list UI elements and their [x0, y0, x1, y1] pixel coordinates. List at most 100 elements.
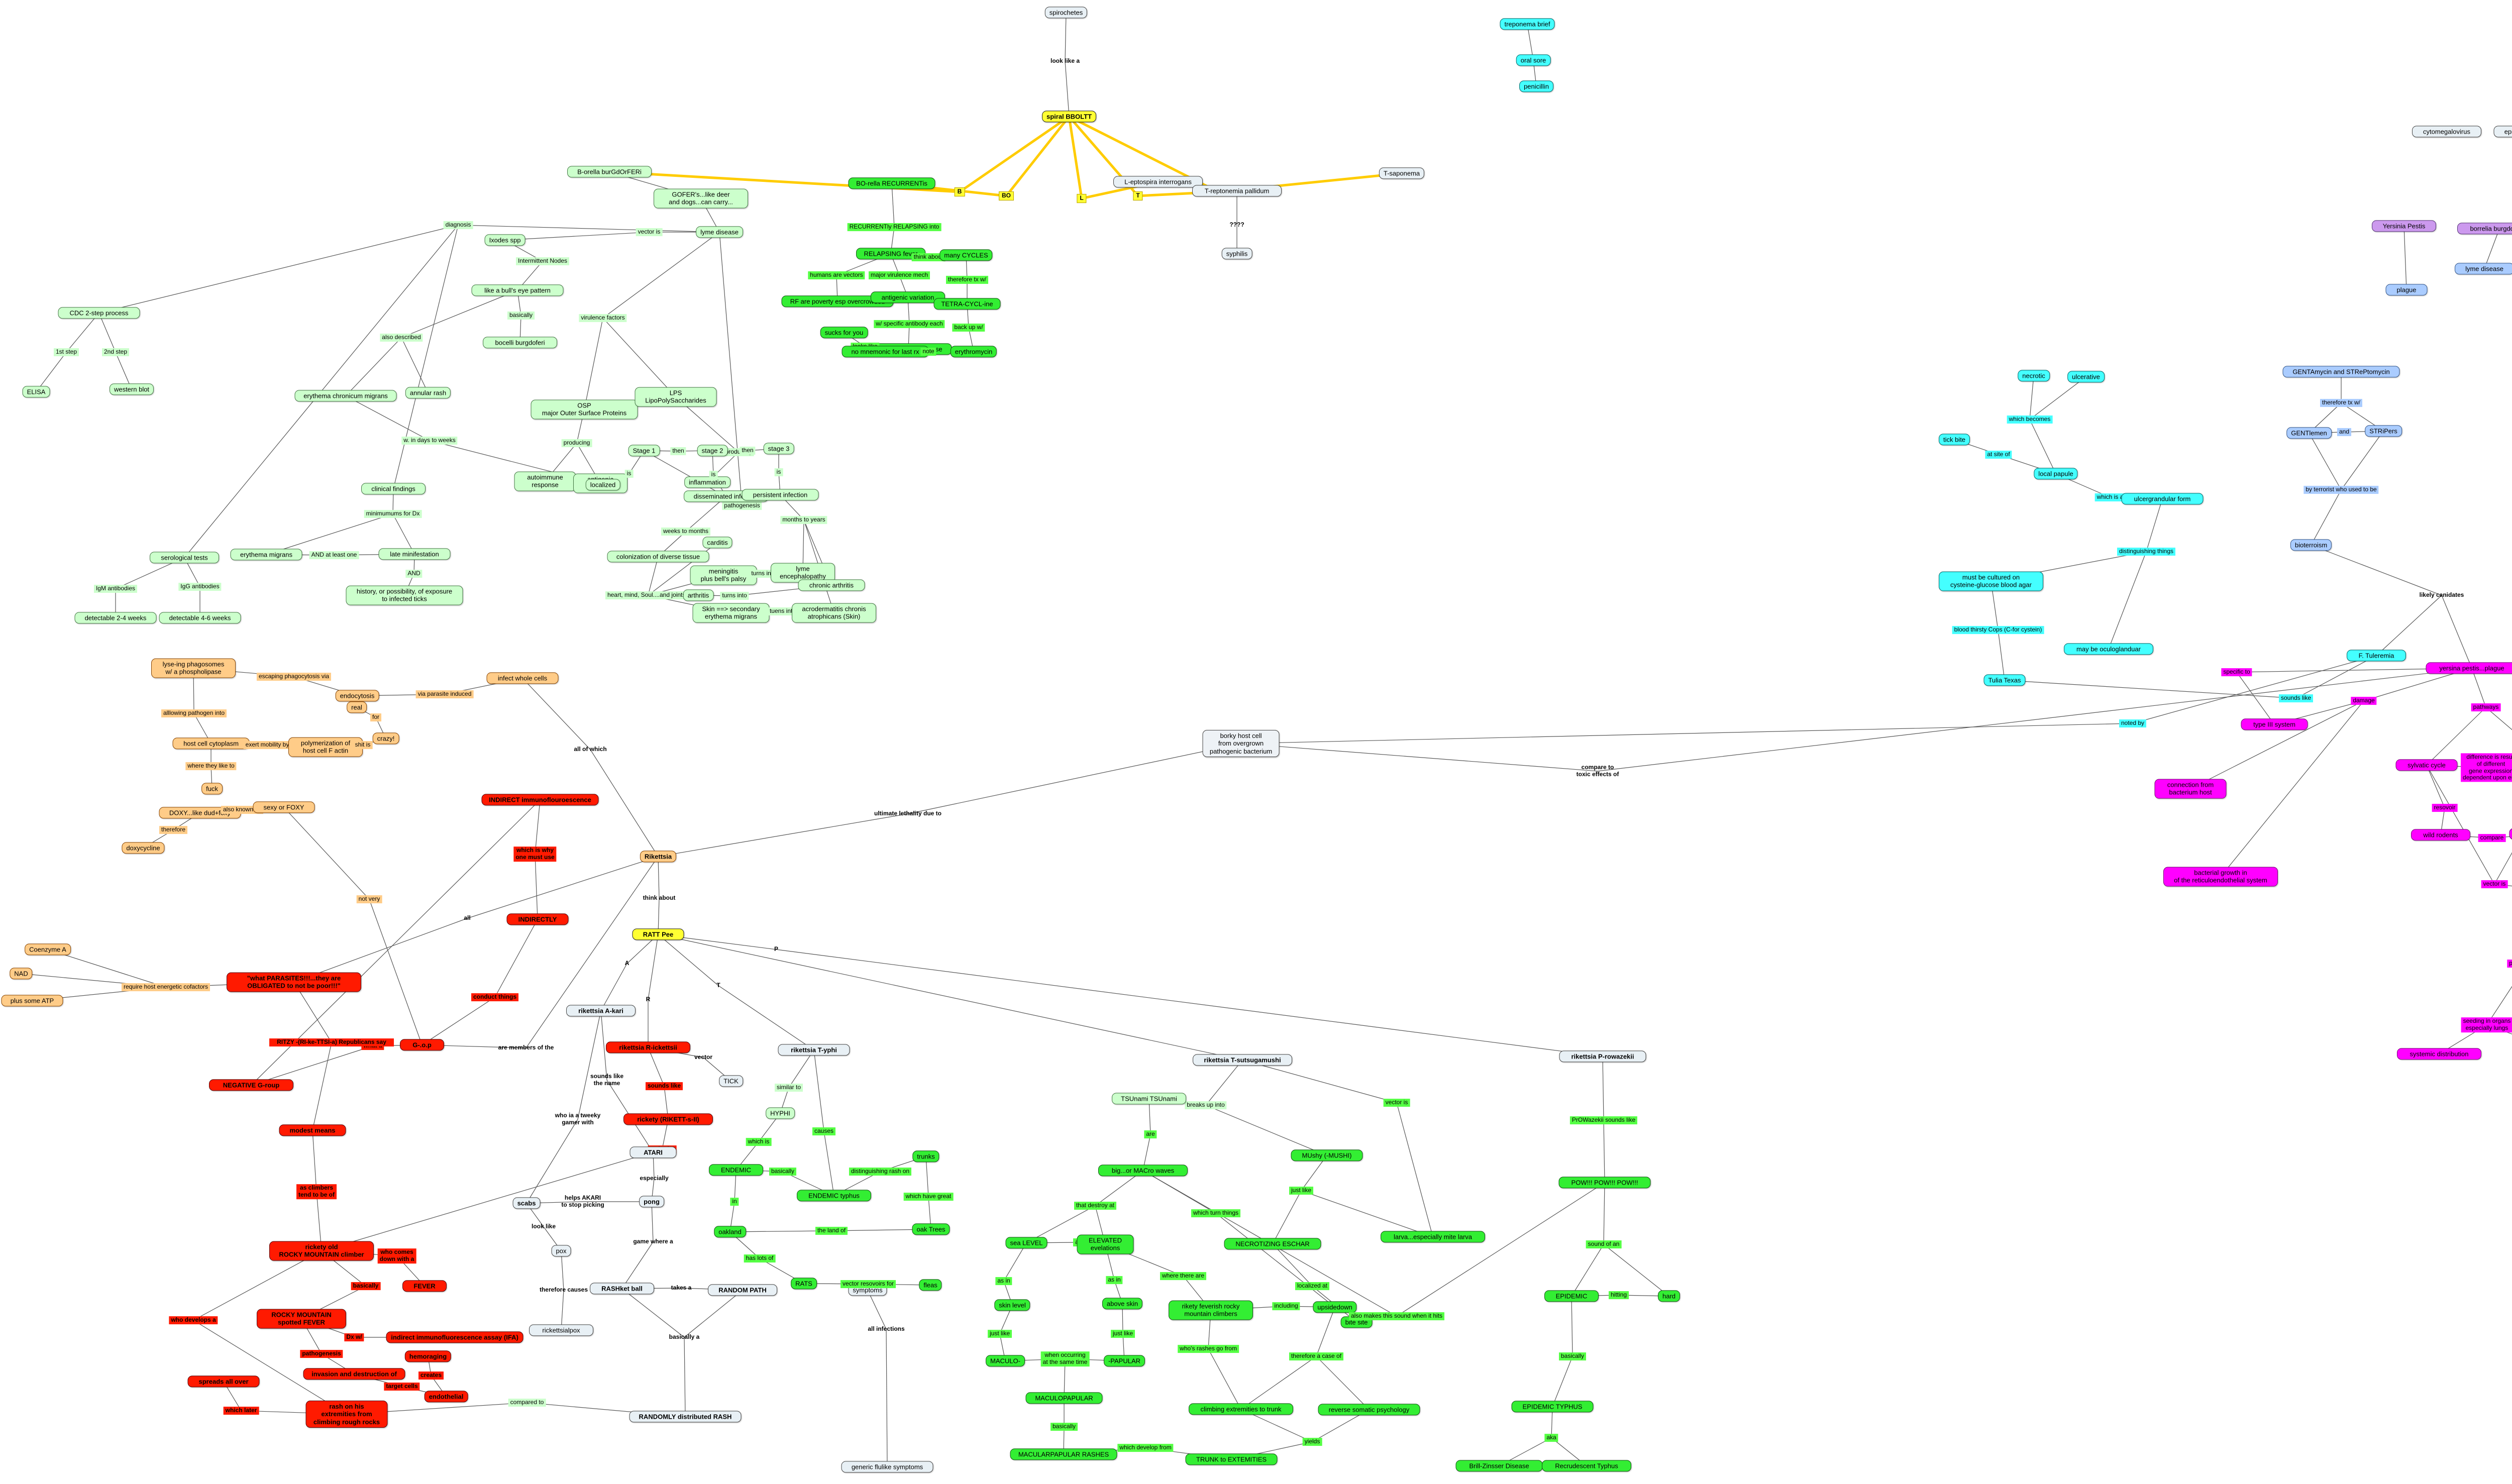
concept-node-rfpov[interactable]: RF are poverty esp overcrowded [781, 295, 894, 307]
concept-node-necesch[interactable]: NECROTIZING ESCHAR [1224, 1238, 1321, 1250]
concept-node-larva[interactable]: larva...especially mite larva [1381, 1231, 1485, 1243]
edge-label-comparemag[interactable]: compare [2478, 834, 2506, 842]
concept-node-nomnem[interactable]: no mnemonic for last rx [842, 346, 929, 358]
concept-node-necrotic[interactable]: necrotic [2018, 370, 2050, 382]
edge-label-comptox[interactable]: compare to toxic effects of [1576, 764, 1619, 778]
edge-label-asin1[interactable]: as in [995, 1277, 1012, 1285]
edge-label-justl1[interactable]: just like [1289, 1187, 1314, 1195]
concept-node-mening[interactable]: meningitis plus bell's palsy [690, 565, 757, 585]
edge-label-helpsak[interactable]: helps AKARI to stop picking [561, 1194, 604, 1208]
concept-node-borky[interactable]: borky host cell from overgrown pathogeni… [1202, 730, 1280, 757]
concept-node-tetra[interactable]: TETRA-CYCL-ine [933, 298, 1001, 310]
concept-node-lps[interactable]: LPS LipoPolySaccharides [635, 387, 717, 407]
edge-label-for1[interactable]: for [370, 713, 382, 721]
concept-node-oakland[interactable]: oakland [714, 1226, 746, 1238]
edge-label-byterr[interactable]: by terrorist who used to be [2304, 486, 2379, 494]
concept-node-sero[interactable]: serological tests [150, 552, 219, 564]
edge-label-intnod[interactable]: Intermittent Nodes [515, 257, 570, 265]
concept-node-fleas[interactable]: fleas [919, 1279, 942, 1291]
edge-label-andat[interactable]: AND at least one [309, 551, 359, 559]
edge-label-wtlike[interactable]: where they like to [185, 762, 237, 770]
concept-node-invdest[interactable]: invasion and destruction of [303, 1368, 405, 1380]
edge-label-humv[interactable]: humans are vectors [808, 271, 865, 279]
concept-node-upside[interactable]: upsidedown [1313, 1301, 1357, 1313]
concept-node-gentl[interactable]: GENTlemen [2286, 427, 2332, 439]
concept-node-tick[interactable]: TICK [719, 1075, 743, 1087]
edge-label-conduct[interactable]: conduct things [471, 993, 518, 1001]
edge-label-recrel[interactable]: RECURRENTly RELAPSING into [847, 223, 941, 231]
concept-node-ulcer[interactable]: ulcerative [2067, 371, 2105, 383]
concept-node-lymed2[interactable]: lyme disease [2455, 263, 2512, 275]
edge-label-breaks[interactable]: breaks up into [1185, 1101, 1227, 1109]
concept-node-tsuts[interactable]: rikettsia T-sutsugamushi [1193, 1054, 1292, 1066]
concept-node-gop[interactable]: G-.o.p [400, 1039, 444, 1051]
concept-node-bactgr[interactable]: bacterial growth in of the reticuloendot… [2163, 867, 2278, 887]
concept-node-sylv[interactable]: sylvatic cycle [2395, 759, 2458, 771]
concept-node-bburg[interactable]: borrelia burgdoreferi [2457, 223, 2512, 235]
edge-label-basicl3[interactable]: basically [1050, 1423, 1078, 1431]
concept-node-tulia[interactable]: Tulia Texas [1983, 674, 2026, 686]
edge-label-atsite[interactable]: at site of [1985, 451, 2012, 459]
concept-node-rashball[interactable]: RASHket ball [590, 1283, 654, 1295]
edge-label-inlab[interactable]: in [730, 1198, 739, 1206]
concept-node-ftul[interactable]: F. Tuleremia [2347, 650, 2406, 662]
edge-label-dxw[interactable]: Dx w/ [344, 1333, 364, 1341]
concept-node-endoth[interactable]: endothelial [424, 1391, 468, 1403]
concept-node-cy2[interactable]: oral sore [1516, 54, 1551, 66]
concept-node-rikrik[interactable]: rikettsia R-ickettsii [606, 1041, 690, 1053]
edge-label-pathg1[interactable]: pathogenesis [722, 502, 762, 510]
edge-label-sndname[interactable]: sounds like the name [590, 1073, 624, 1087]
concept-node-rickety2[interactable]: rickety (RIKETT-s-II) [623, 1113, 713, 1125]
concept-node-lymenc[interactable]: lyme encephalopathy [771, 563, 835, 583]
edge-label-therecase[interactable]: therefore a case of [1289, 1352, 1344, 1360]
concept-node-lpap[interactable]: local papule [2034, 468, 2078, 480]
concept-node-gentstr[interactable]: GENTAmycin and STRePtomycin [2282, 366, 2400, 378]
edge-label-lT1[interactable]: T [1133, 191, 1143, 200]
concept-node-infwc[interactable]: infect whole cells [486, 672, 559, 684]
edge-label-majv[interactable]: major virulence mech [868, 271, 930, 279]
concept-node-trunkext[interactable]: TRUNK to EXTEMITIES [1185, 1453, 1278, 1465]
edge-label-all1[interactable]: all [464, 914, 471, 922]
edge-label-disting[interactable]: distinguishing things [2117, 548, 2176, 556]
edge-label-justl3[interactable]: just like [1110, 1330, 1135, 1338]
concept-node-annul[interactable]: annular rash [405, 387, 451, 399]
concept-node-sucks[interactable]: sucks for you [820, 327, 868, 339]
edge-label-igm[interactable]: IgM antibodies [93, 585, 138, 593]
concept-node-climbext[interactable]: climbing extremities to trunk [1189, 1403, 1293, 1415]
concept-node-erymig[interactable]: erythema migrans [230, 549, 302, 561]
concept-node-rattpee[interactable]: RATT Pee [632, 928, 684, 940]
edge-label-haslots[interactable]: has lots of [744, 1254, 776, 1262]
edge-label-bloodcops[interactable]: blood thirsty Cops (C-for cystein) [1952, 626, 2044, 634]
concept-node-rickold[interactable]: rickety old ROCKY MOUNTAIN climber [269, 1241, 374, 1261]
edge-label-hmsj[interactable]: heart, mind, Soul....and joints? [605, 591, 691, 599]
concept-node-satp[interactable]: plus some ATP [1, 995, 63, 1007]
concept-node-borgB[interactable]: B-orella burGdOrFERi [567, 166, 652, 178]
edge-label-basica2[interactable]: basically [769, 1168, 797, 1176]
edge-label-basicl4[interactable]: basically [1558, 1352, 1587, 1360]
concept-node-crazy[interactable]: crazy! [372, 732, 399, 745]
concept-node-hyphi[interactable]: HYPHI [766, 1107, 795, 1119]
concept-node-real[interactable]: real [347, 701, 367, 713]
concept-node-revsom[interactable]: reverse somatic psychology [1318, 1404, 1420, 1416]
edge-label-whichgr[interactable]: which have great [903, 1193, 954, 1201]
edge-label-includ[interactable]: including [1272, 1302, 1300, 1310]
edge-label-requ[interactable]: require host energetic cofactors [121, 983, 211, 991]
edge-label-soundofan[interactable]: sound of an [1586, 1240, 1622, 1248]
edge-label-arelab[interactable]: are [1144, 1130, 1157, 1138]
edge-label-rlR[interactable]: R [646, 996, 651, 1003]
concept-node-brillz[interactable]: Brill-Zinsser Disease [1455, 1460, 1543, 1472]
edge-label-targc[interactable]: target cells [384, 1383, 420, 1391]
edge-label-gamewh[interactable]: game where a [633, 1238, 673, 1245]
concept-node-endtyph[interactable]: ENDEMIC typhus [797, 1190, 871, 1202]
concept-node-fever[interactable]: FEVER [402, 1280, 447, 1292]
edge-label-whyuse[interactable]: which is why one must use [513, 846, 557, 862]
concept-node-bulls[interactable]: like a bull's eye pattern [471, 284, 564, 296]
edge-label-whichturn[interactable]: which turn things [1191, 1209, 1241, 1217]
edge-label-resov1[interactable]: resovoir [2432, 804, 2458, 812]
concept-node-relfev[interactable]: RELAPSING fever [856, 248, 925, 260]
concept-node-indIF[interactable]: INDIRECT immunoflouroescence [481, 794, 599, 806]
concept-node-epidemicN[interactable]: EPIDEMIC [1544, 1290, 1599, 1302]
concept-node-lyme[interactable]: lyme disease [696, 226, 743, 238]
edge-label-theref[interactable]: therefore tx w/ [946, 276, 989, 284]
